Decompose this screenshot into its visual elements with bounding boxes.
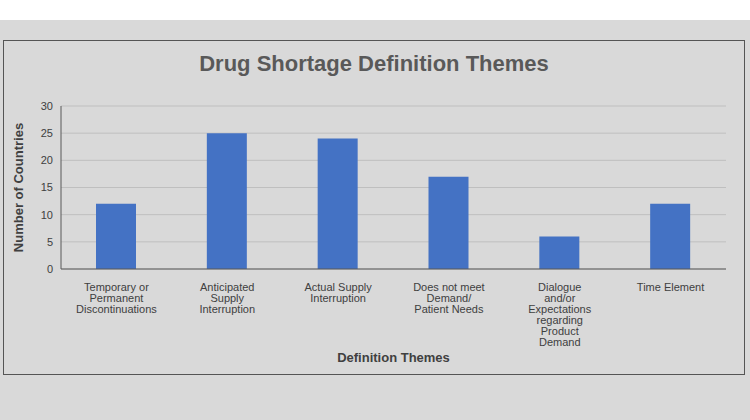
svg-text:Does not meetDemand/Patient Ne: Does not meetDemand/Patient Needs [413,281,485,315]
svg-text:0: 0 [47,263,53,275]
svg-text:30: 30 [41,100,53,112]
svg-text:Dialogueand/orExpectationsrega: Dialogueand/orExpectationsregardingProdu… [528,281,591,348]
svg-text:20: 20 [41,154,53,166]
svg-text:Number of Countries: Number of Countries [11,123,26,252]
svg-text:Temporary orPermanentDiscontin: Temporary orPermanentDiscontinuations [76,281,157,315]
html-text:Drug Shortage Definition Theme: Drug Shortage Definition Themes [199,51,549,76]
svg-text:10: 10 [41,209,53,221]
svg-text:Actual SupplyInterruption: Actual SupplyInterruption [304,281,372,304]
svg-text:5: 5 [47,236,53,248]
svg-text:Definition Themes: Definition Themes [337,350,450,365]
svg-text:25: 25 [41,127,53,139]
svg-text:15: 15 [41,181,53,193]
svg-text:Time Element: Time Element [637,281,704,293]
svg-text:AnticipatedSupplyInterruption: AnticipatedSupplyInterruption [199,281,255,315]
